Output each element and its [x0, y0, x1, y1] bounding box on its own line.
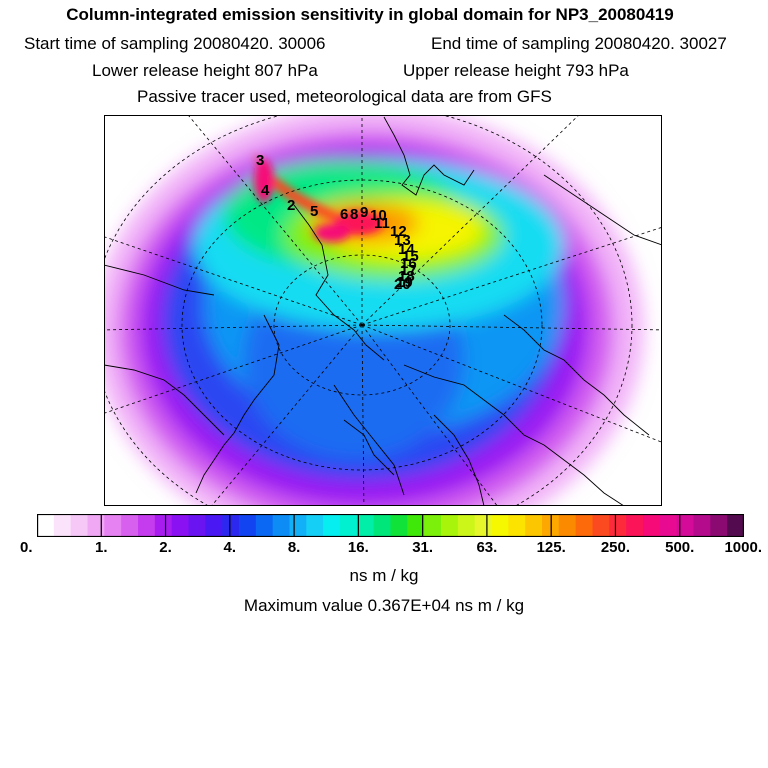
colorbar-tick-label: 1.: [95, 539, 108, 556]
colorbar-tick-label: 63.: [476, 539, 498, 556]
colorbar-cell: [306, 514, 324, 537]
colorbar-cell: [390, 514, 408, 537]
colorbar-cell: [222, 514, 240, 537]
colorbar-units: ns m / kg: [349, 566, 419, 585]
colorbar-tick-label: 2.: [159, 539, 172, 556]
colorbar-cell: [239, 514, 257, 537]
colorbar-tick-label: 250.: [600, 539, 631, 556]
colorbar-tick-label: 8.: [287, 539, 301, 556]
colorbar-tick-label: 4.: [223, 539, 237, 556]
colorbar-cell: [171, 514, 190, 537]
traj-label-19: 19: [396, 274, 413, 291]
traj-label-11: 11: [374, 215, 390, 232]
colorbar-cell: [643, 514, 661, 537]
colorbar: [37, 514, 744, 537]
plot-title: Column-integrated emission sensitivity i…: [66, 5, 674, 24]
upper-release-label: Upper release height 793 hPa: [403, 61, 629, 80]
colorbar-tick-label: 500.: [665, 539, 695, 556]
colorbar-tick-label: 16.: [347, 539, 369, 556]
colorbar-cell: [626, 514, 644, 537]
traj-label-12: 12: [390, 223, 407, 240]
lower-release-label: Lower release height 807 hPa: [92, 61, 318, 80]
colorbar-cell: [323, 514, 341, 537]
colorbar-cell: [424, 514, 442, 537]
colorbar-cell: [272, 514, 291, 537]
colorbar-tick-label: 0.: [20, 539, 33, 556]
traj-label-5: 5: [310, 203, 318, 220]
colorbar-cell: [205, 514, 223, 537]
colorbar-cell: [491, 514, 509, 537]
colorbar-cell: [255, 514, 274, 537]
colorbar-cell: [37, 514, 55, 537]
map-frame: [104, 115, 662, 506]
traj-label-14: 14: [398, 241, 415, 258]
colorbar-cell: [154, 514, 173, 537]
traj-label-9: 9: [360, 204, 368, 221]
colorbar-tick-label: 125.: [536, 539, 566, 556]
colorbar-cell: [710, 514, 728, 537]
sensitivity-field: [104, 115, 662, 506]
traj-label-10: 10: [370, 207, 387, 224]
colorbar-tick-label: 1000.: [724, 539, 762, 556]
sampling-end-label: End time of sampling 20080420. 30027: [431, 34, 727, 53]
traj-label-20: 20: [394, 276, 411, 293]
colorbar-cell: [104, 514, 122, 537]
colorbar-cell: [356, 514, 375, 537]
sampling-start-label: Start time of sampling 20080420. 30006: [24, 34, 326, 53]
colorbar-frame: [37, 514, 744, 537]
traj-label-8: 8: [350, 206, 358, 223]
colorbar-cell: [138, 514, 156, 537]
maximum-value-label: Maximum value 0.367E+04 ns m / kg: [243, 596, 525, 615]
colorbar-cell: [474, 514, 493, 537]
colorbar-cell: [373, 514, 392, 537]
colorbar-cell: [340, 514, 358, 537]
tracer-note: Passive tracer used, meteorological data…: [137, 87, 552, 106]
traj-label-16: 16: [400, 255, 417, 272]
colorbar-cell: [508, 514, 526, 537]
traj-label-13: 13: [394, 232, 411, 249]
traj-label-2: 2: [287, 197, 295, 214]
traj-label-15: 15: [402, 248, 419, 265]
colorbar-cell: [87, 514, 105, 537]
traj-label-17: 17: [400, 262, 417, 279]
traj-label-18: 18: [398, 268, 415, 285]
colorbar-cell: [70, 514, 89, 537]
colorbar-cell: [659, 514, 678, 537]
colorbar-cell: [693, 514, 711, 537]
colorbar-cell: [609, 514, 627, 537]
traj-label-3: 3: [256, 152, 264, 169]
traj-label-4: 4: [261, 182, 270, 199]
colorbar-cell: [53, 514, 72, 537]
trajectory-labels: 3 4 2 5 6 8 9 10 11 12 13 14 15 16 17 18…: [256, 152, 419, 293]
traj-label-6: 6: [340, 206, 348, 223]
colorbar-cell: [407, 514, 425, 537]
colorbar-cell: [676, 514, 695, 537]
colorbar-cell: [289, 514, 307, 537]
colorbar-tick-label: 31.: [412, 539, 434, 556]
colorbar-cell: [558, 514, 577, 537]
colorbar-cell: [188, 514, 206, 537]
colorbar-cell: [525, 514, 543, 537]
colorbar-cell: [727, 514, 744, 537]
colorbar-cell: [575, 514, 594, 537]
colorbar-cell: [457, 514, 476, 537]
emission-sensitivity-map: 3 4 2 5 6 8 9 10 11 12 13 14 15 16 17 18…: [104, 115, 662, 506]
graticule: [104, 115, 662, 506]
colorbar-cell: [121, 514, 139, 537]
colorbar-cell: [592, 514, 610, 537]
colorbar-cell: [441, 514, 459, 537]
